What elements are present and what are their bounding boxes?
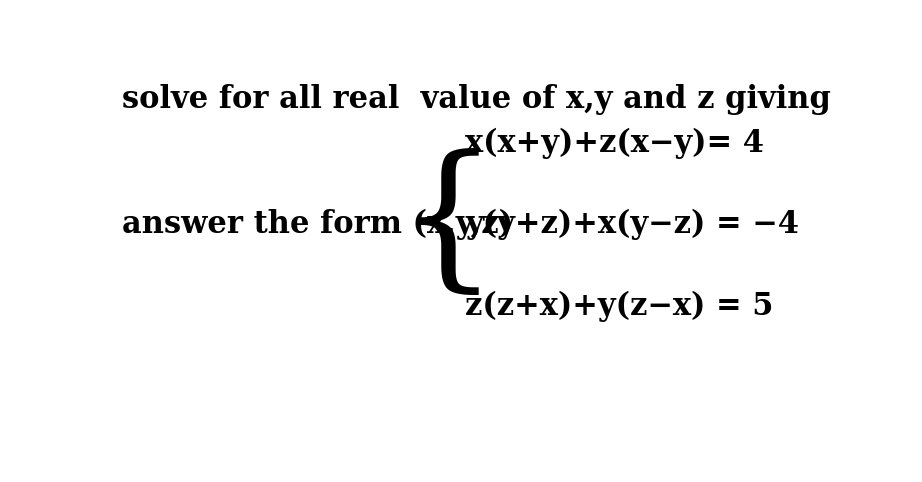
Text: y(y+z)+x(y−z) = −4: y(y+z)+x(y−z) = −4 <box>466 209 799 241</box>
Text: z(z+x)+y(z−x) = 5: z(z+x)+y(z−x) = 5 <box>466 291 774 322</box>
Text: answer the form (x,y,z): answer the form (x,y,z) <box>123 209 514 241</box>
Text: {: { <box>396 148 498 302</box>
Text: x(x+y)+z(x−y)= 4: x(x+y)+z(x−y)= 4 <box>466 128 764 159</box>
Text: solve for all real  value of x,y and z giving: solve for all real value of x,y and z gi… <box>123 84 832 115</box>
